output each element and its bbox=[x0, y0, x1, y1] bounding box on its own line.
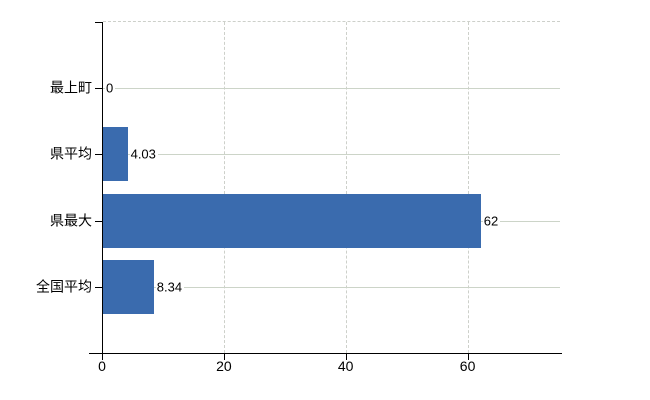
category-label: 最上町 bbox=[50, 79, 92, 96]
x-tick-label: 20 bbox=[216, 358, 232, 374]
y-axis-tick bbox=[95, 154, 103, 155]
bar bbox=[103, 260, 154, 314]
category-label: 全国平均 bbox=[36, 278, 92, 295]
x-axis-tick-60 bbox=[467, 353, 469, 360]
x-axis-line bbox=[89, 353, 562, 354]
x-tick-label: 0 bbox=[98, 358, 106, 374]
value-label: 8.34 bbox=[155, 279, 185, 295]
y-axis-top-tick bbox=[95, 22, 103, 23]
x-tick-label: 40 bbox=[337, 358, 354, 374]
plot-top-dashed-border bbox=[103, 21, 560, 22]
category-gridline bbox=[103, 154, 560, 155]
x-gridline-40 bbox=[345, 22, 347, 353]
y-axis-tick bbox=[95, 88, 103, 89]
bar bbox=[103, 127, 128, 181]
x-axis-tick-40 bbox=[345, 353, 347, 360]
category-gridline bbox=[103, 287, 560, 288]
x-tick-label: 60 bbox=[459, 358, 476, 374]
value-label: 0 bbox=[105, 80, 116, 96]
category-gridline bbox=[103, 88, 560, 89]
category-label: 県平均 bbox=[50, 145, 92, 162]
y-axis-tick bbox=[95, 287, 103, 288]
y-axis-line bbox=[102, 22, 103, 360]
bar bbox=[103, 194, 481, 248]
x-gridline-20 bbox=[223, 22, 225, 353]
value-label: 4.03 bbox=[129, 146, 158, 162]
category-label: 県最大 bbox=[50, 212, 92, 229]
x-axis-tick-20 bbox=[223, 353, 225, 360]
y-axis-tick bbox=[95, 221, 103, 222]
value-label: 62 bbox=[482, 213, 501, 229]
x-gridline-60 bbox=[467, 22, 469, 353]
x-axis-tick-0 bbox=[102, 353, 103, 360]
